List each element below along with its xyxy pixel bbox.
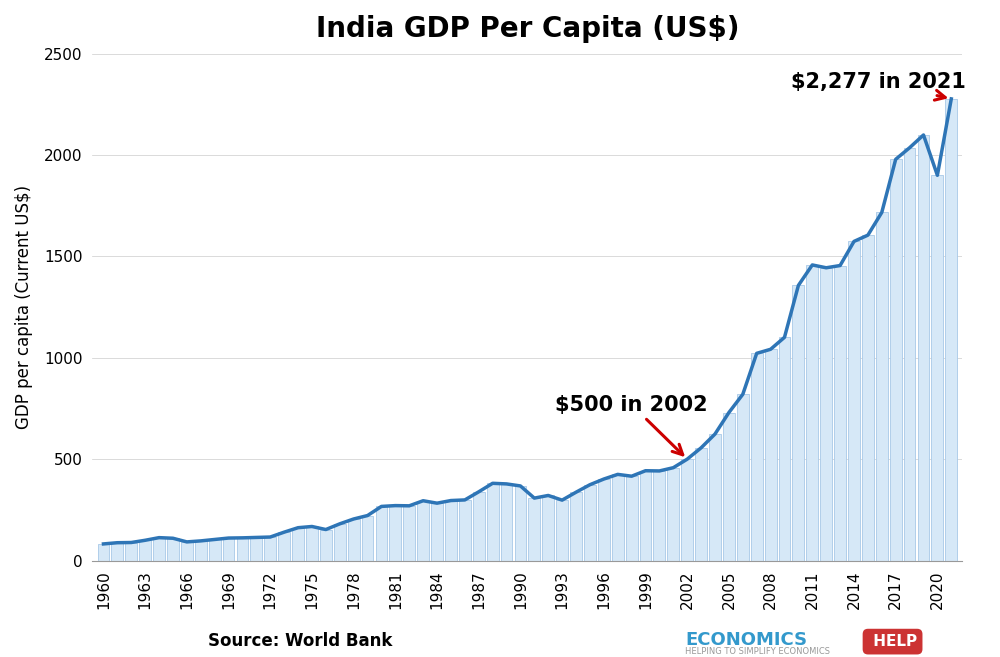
- Bar: [931, 175, 943, 560]
- Bar: [209, 539, 221, 560]
- Bar: [320, 530, 332, 560]
- Bar: [264, 537, 276, 560]
- Bar: [376, 507, 387, 560]
- Bar: [306, 526, 318, 560]
- Bar: [389, 506, 401, 560]
- Bar: [751, 353, 763, 560]
- Bar: [111, 543, 123, 560]
- Bar: [473, 492, 485, 560]
- Y-axis label: GDP per capita (Current US$): GDP per capita (Current US$): [15, 185, 33, 429]
- Bar: [487, 484, 499, 560]
- Bar: [181, 542, 193, 560]
- Bar: [681, 459, 693, 560]
- Bar: [348, 519, 360, 560]
- Bar: [904, 148, 915, 560]
- Bar: [695, 448, 707, 560]
- Bar: [167, 538, 179, 560]
- Bar: [612, 474, 624, 560]
- Bar: [640, 470, 651, 560]
- Bar: [820, 268, 832, 560]
- Text: $500 in 2002: $500 in 2002: [555, 395, 708, 455]
- Bar: [445, 501, 457, 560]
- Bar: [862, 235, 874, 560]
- Bar: [515, 486, 526, 560]
- Bar: [598, 479, 610, 560]
- Bar: [501, 484, 512, 560]
- Text: HELP: HELP: [868, 634, 917, 649]
- Title: India GDP Per Capita (US$): India GDP Per Capita (US$): [316, 15, 739, 43]
- Bar: [403, 506, 415, 560]
- Text: Source: World Bank: Source: World Bank: [208, 633, 392, 650]
- Bar: [125, 543, 137, 560]
- Bar: [848, 241, 860, 560]
- Bar: [779, 337, 790, 560]
- Bar: [292, 528, 304, 560]
- Bar: [334, 524, 346, 560]
- Bar: [876, 212, 888, 560]
- Bar: [626, 476, 638, 560]
- Bar: [195, 541, 207, 560]
- Bar: [98, 544, 109, 560]
- Bar: [278, 532, 290, 560]
- Bar: [765, 350, 777, 560]
- Bar: [223, 538, 234, 560]
- Bar: [417, 501, 429, 560]
- Bar: [806, 265, 818, 560]
- Bar: [542, 495, 554, 560]
- Bar: [723, 413, 735, 560]
- Bar: [528, 498, 540, 560]
- Bar: [431, 503, 443, 560]
- Text: $2,277 in 2021: $2,277 in 2021: [791, 72, 966, 100]
- Bar: [250, 537, 262, 560]
- Text: ECONOMICS: ECONOMICS: [685, 631, 807, 649]
- Bar: [362, 516, 373, 560]
- Bar: [709, 434, 721, 560]
- Bar: [667, 468, 679, 560]
- Bar: [737, 394, 749, 560]
- Bar: [570, 492, 582, 560]
- Bar: [459, 500, 471, 560]
- Bar: [653, 471, 665, 560]
- Bar: [153, 537, 165, 560]
- Bar: [918, 135, 929, 560]
- Bar: [834, 265, 846, 560]
- Bar: [890, 159, 902, 560]
- Bar: [584, 485, 596, 560]
- Bar: [792, 285, 804, 560]
- Bar: [139, 540, 151, 560]
- Bar: [945, 99, 957, 560]
- Bar: [237, 538, 248, 560]
- Bar: [556, 500, 568, 560]
- Text: HELPING TO SIMPLIFY ECONOMICS: HELPING TO SIMPLIFY ECONOMICS: [685, 647, 830, 656]
